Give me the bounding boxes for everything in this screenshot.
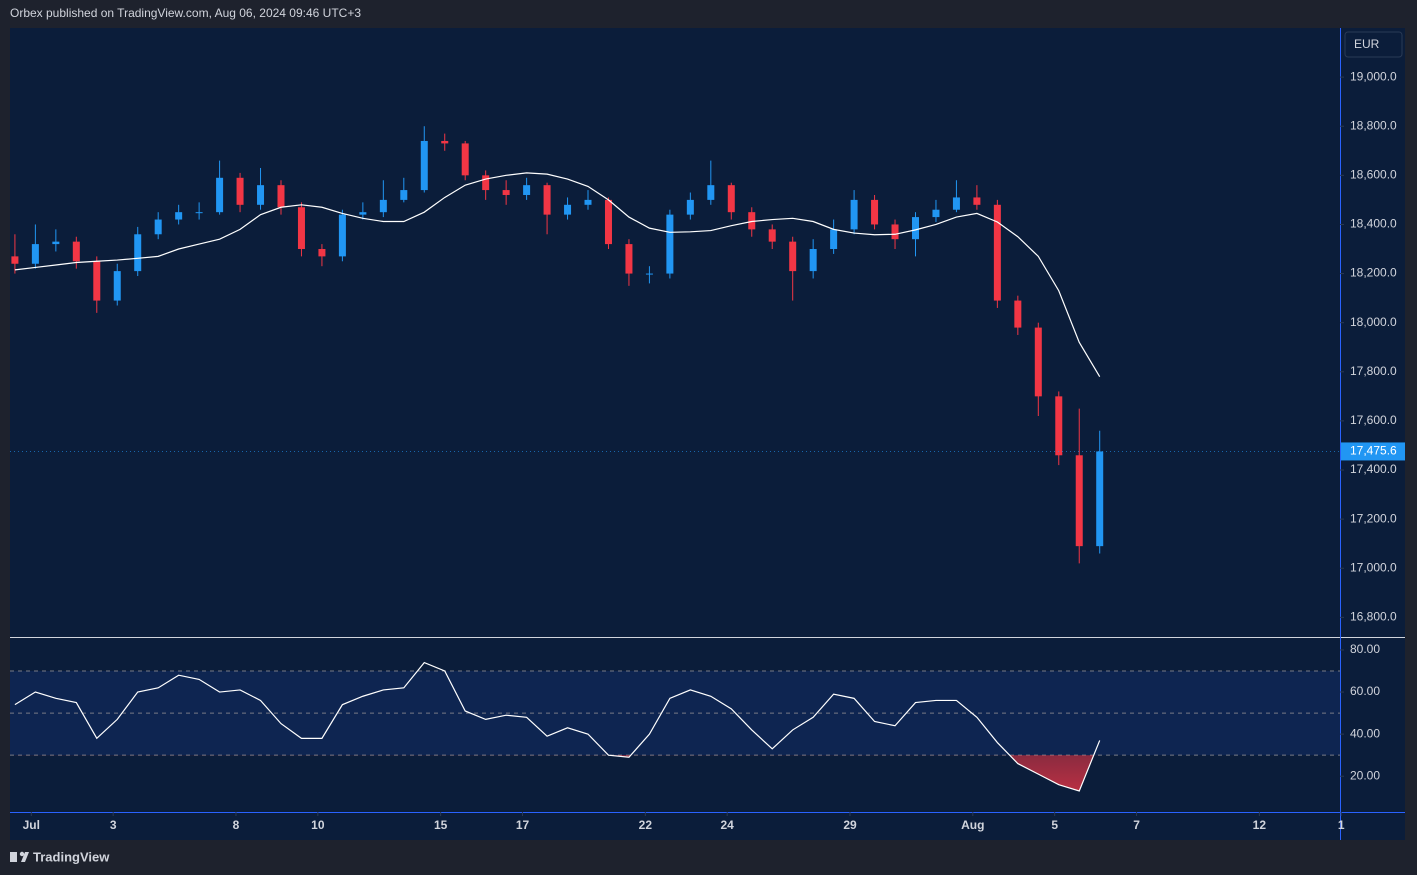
candle-body [911,217,919,240]
candle-body [1014,300,1022,328]
y-tick-label: 18,600.0 [1350,168,1397,182]
candle-body [338,214,346,257]
x-tick-label: 1 [1338,818,1345,832]
x-tick-label: 24 [721,818,735,832]
candle-body [932,209,940,218]
y-tick-label: 18,200.0 [1350,266,1397,280]
candle-body [523,185,531,195]
candle-body [400,190,408,200]
last-price-label: 17,475.6 [1350,444,1397,458]
x-tick-label: Jul [23,818,40,832]
x-tick-label: 29 [843,818,857,832]
candle-body [482,175,490,191]
candle-body [604,199,612,245]
x-tick-label: 17 [516,818,530,832]
candle-body [871,199,879,225]
candle-body [727,185,735,213]
candle-body [1096,451,1104,547]
candle-body [973,197,981,205]
candle-body [277,185,285,208]
y-tick-label: 17,000.0 [1350,560,1397,574]
plot-area [10,126,1340,792]
candle-body [584,199,592,205]
x-tick-label: 3 [110,818,117,832]
candle-body [686,199,694,215]
y-tick-label: 18,800.0 [1350,118,1397,132]
x-tick-label: 7 [1133,818,1140,832]
candle-body [441,140,449,144]
candle-body [564,204,572,215]
y-tick-label: 40.00 [1350,726,1380,740]
candle-body [113,271,121,301]
candle-body [52,241,60,245]
y-tick-label: 16,800.0 [1350,610,1397,624]
candle-body [134,234,142,272]
candle-body [236,177,244,205]
candle-body [952,197,960,210]
candle-body [645,273,653,275]
x-tick-label: 22 [639,818,653,832]
candle-body [666,214,674,274]
y-tick-label: 20.00 [1350,768,1380,782]
candle-body [789,241,797,272]
footer-brand: TradingView [33,849,110,864]
y-tick-label: 17,400.0 [1350,462,1397,476]
candle-body [31,244,39,264]
y-tick-label: 17,600.0 [1350,413,1397,427]
candle-body [11,256,19,264]
candle-body [93,261,101,301]
y-tick-label: 17,200.0 [1350,511,1397,525]
candle-body [502,190,510,195]
x-tick-label: 8 [233,818,240,832]
candle-body [297,207,305,250]
tradingview-logo [10,851,29,862]
candle-body [1034,327,1042,397]
candle-body [72,241,80,262]
last-price-tag [1341,442,1405,461]
y-tick-label: 60.00 [1350,684,1380,698]
candle-body [195,212,203,214]
y-tick-label: 19,000.0 [1350,69,1397,83]
currency-label: EUR [1354,37,1380,51]
candle-body [257,185,265,205]
candle-body [379,199,387,213]
candle-body [461,143,469,176]
x-tick-label: 12 [1253,818,1267,832]
candle-body [748,212,756,230]
y-tick-label: 18,400.0 [1350,217,1397,231]
candle-body [216,177,224,213]
rsi-line [14,661,1101,792]
candle-body [768,229,776,242]
candle-body [625,244,633,274]
candle-body [1055,396,1063,456]
candle-body [175,212,183,220]
x-tick-label: 15 [434,818,448,832]
oversold-fill [608,755,1094,791]
candle-body [850,199,858,230]
y-tick-label: 80.00 [1350,642,1380,656]
candle-body [809,249,817,272]
currency-box[interactable] [1344,31,1403,58]
candle-body [420,140,428,191]
candle-body [891,224,899,240]
candle-body [707,185,715,200]
candle-body [543,185,551,215]
chart-area [10,28,1405,840]
x-tick-label: 5 [1051,818,1058,832]
y-tick-label: 17,800.0 [1350,364,1397,378]
candle-body [1075,455,1083,547]
candle-body [830,229,838,250]
publish-header: Orbex published on TradingView.com, Aug … [10,6,361,20]
x-tick-label: 10 [311,818,325,832]
candle-body [154,219,162,235]
y-tick-label: 18,000.0 [1350,315,1397,329]
candle-body [993,204,1001,301]
x-tick-label: Aug [961,818,984,832]
moving-average-line [14,172,1101,378]
candle-body [318,249,326,257]
candle-body [359,212,367,215]
